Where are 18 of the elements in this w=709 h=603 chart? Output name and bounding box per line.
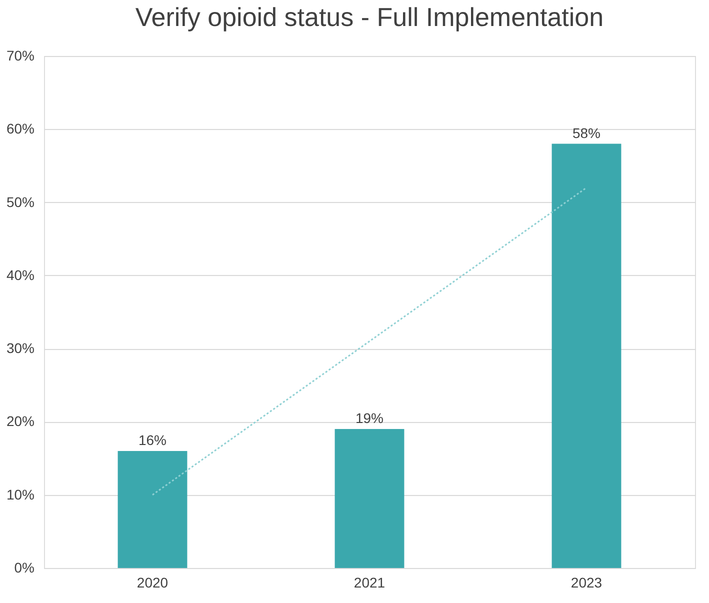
y-tick-label: 0% bbox=[14, 560, 34, 576]
data-label: 16% bbox=[138, 432, 167, 448]
y-tick-label: 60% bbox=[6, 120, 34, 137]
bar bbox=[334, 429, 404, 568]
y-tick-label: 10% bbox=[6, 486, 34, 502]
bar bbox=[552, 144, 622, 568]
y-tick-label: 40% bbox=[6, 266, 34, 283]
x-tick-label: 2020 bbox=[136, 574, 168, 590]
data-label: 58% bbox=[572, 124, 601, 141]
x-tick-label: 2021 bbox=[354, 574, 386, 590]
chart-title: Verify opioid status - Full Implementation bbox=[135, 2, 604, 32]
y-tick-label: 30% bbox=[6, 340, 34, 356]
bar bbox=[118, 450, 188, 568]
y-tick-label: 50% bbox=[6, 194, 34, 210]
y-tick-label: 20% bbox=[6, 413, 34, 430]
y-tick-label: 70% bbox=[6, 48, 34, 64]
x-tick-label: 2023 bbox=[570, 574, 602, 590]
data-label: 19% bbox=[355, 410, 384, 426]
